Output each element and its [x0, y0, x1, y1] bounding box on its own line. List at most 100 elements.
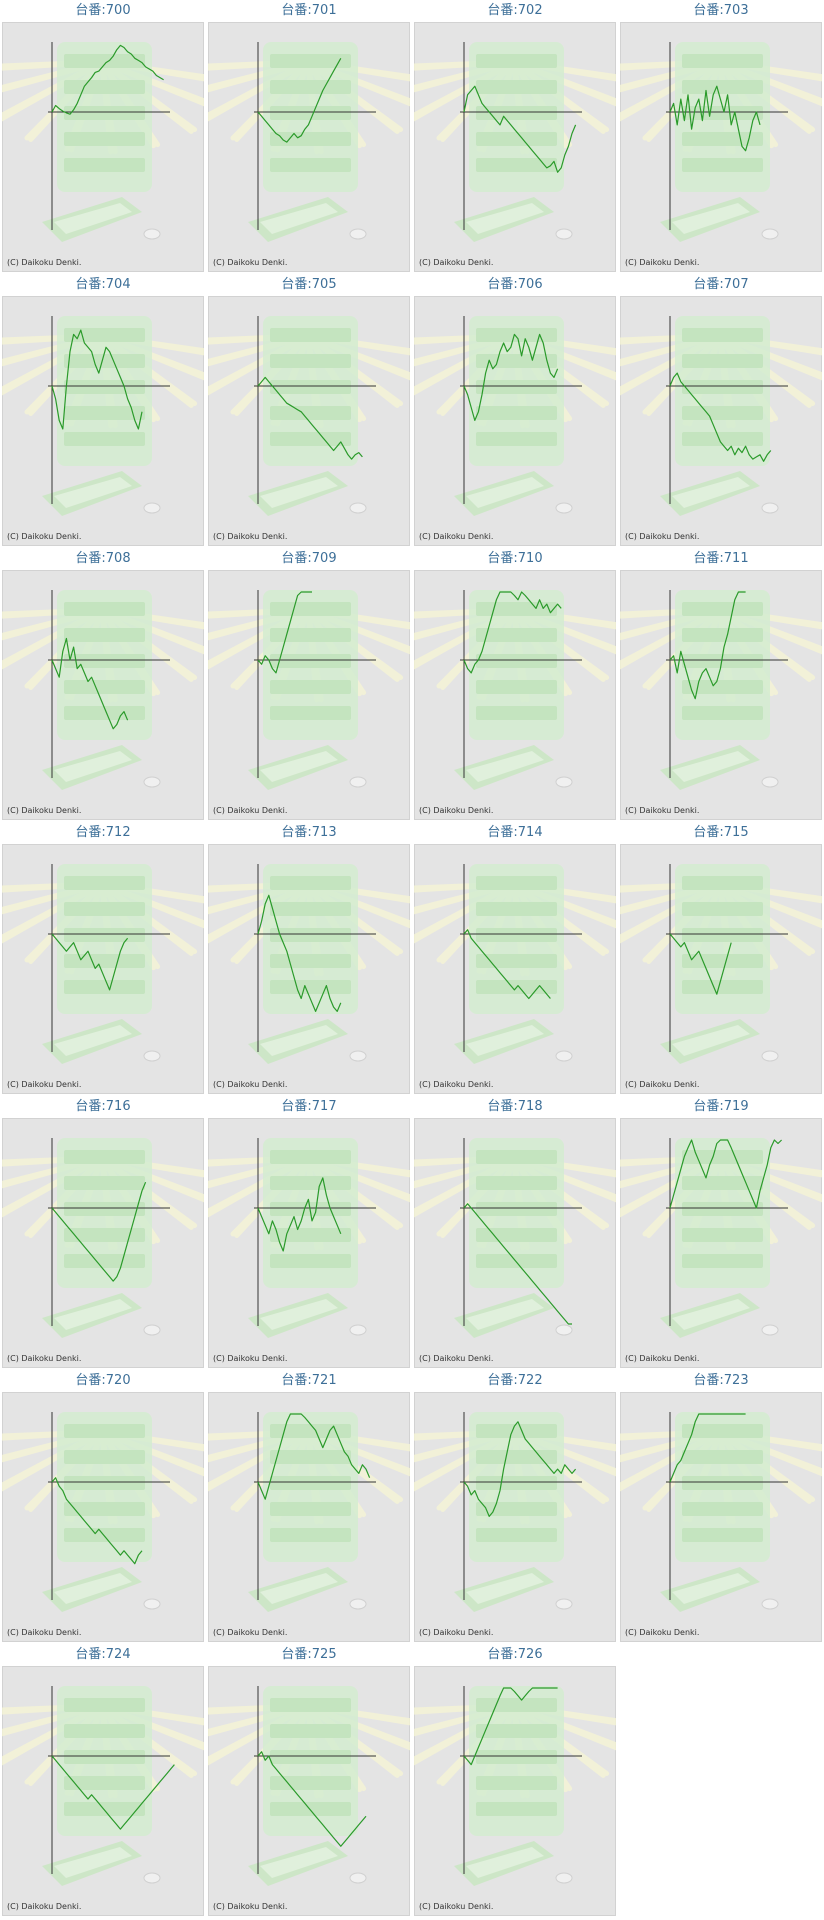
copyright-text: (C) Daikoku Denki. [7, 532, 81, 541]
machine-stripe [682, 380, 763, 394]
chart-title[interactable]: 台番:720 [75, 1373, 131, 1388]
copyright-text: (C) Daikoku Denki. [419, 258, 493, 267]
chart-svg: (C) Daikoku Denki. [208, 1118, 410, 1368]
machine-tray-inner [466, 1573, 544, 1604]
chart-card[interactable]: 台番:723 (C) Daikoku Denki. [620, 1370, 822, 1642]
chart-card[interactable]: 台番:702 (C) Daikoku Denki. [414, 0, 616, 272]
chart-card[interactable]: 台番:714 (C) Daikoku Denki. [414, 822, 616, 1094]
chart-title[interactable]: 台番:722 [487, 1373, 543, 1388]
chart-card[interactable]: 台番:705 (C) Daikoku Denki. [208, 274, 410, 546]
chart-title[interactable]: 台番:723 [693, 1373, 749, 1388]
machine-stripe [682, 132, 763, 146]
machine-stripe [270, 1150, 351, 1164]
chart-card[interactable]: 台番:715 (C) Daikoku Denki. [620, 822, 822, 1094]
chart-card[interactable]: 台番:722 (C) Daikoku Denki. [414, 1370, 616, 1642]
chart-title[interactable]: 台番:707 [693, 277, 749, 292]
chart-panel: (C) Daikoku Denki. [208, 296, 410, 546]
chart-title[interactable]: 台番:721 [281, 1373, 337, 1388]
decor-machine [42, 590, 161, 790]
chart-svg: (C) Daikoku Denki. [620, 1392, 822, 1642]
decor-machine [660, 1138, 779, 1338]
machine-stripe [476, 706, 557, 720]
chart-title[interactable]: 台番:716 [75, 1099, 131, 1114]
chart-card[interactable]: 台番:721 (C) Daikoku Denki. [208, 1370, 410, 1642]
chart-title[interactable]: 台番:713 [281, 825, 337, 840]
chart-title[interactable]: 台番:712 [75, 825, 131, 840]
chart-card[interactable]: 台番:713 (C) Daikoku Denki. [208, 822, 410, 1094]
chart-title[interactable]: 台番:701 [281, 3, 337, 18]
chart-card[interactable]: 台番:711 (C) Daikoku Denki. [620, 548, 822, 820]
chart-title[interactable]: 台番:724 [75, 1647, 131, 1662]
chart-card[interactable]: 台番:719 (C) Daikoku Denki. [620, 1096, 822, 1368]
chart-title[interactable]: 台番:704 [75, 277, 131, 292]
chart-card[interactable]: 台番:712 (C) Daikoku Denki. [2, 822, 204, 1094]
chart-svg: (C) Daikoku Denki. [414, 570, 616, 820]
machine-tray-inner [672, 1299, 750, 1330]
machine-stripe [476, 1750, 557, 1764]
chart-title[interactable]: 台番:705 [281, 277, 337, 292]
chart-card[interactable]: 台番:710 (C) Daikoku Denki. [414, 548, 616, 820]
chart-svg: (C) Daikoku Denki. [208, 22, 410, 272]
chart-title[interactable]: 台番:718 [487, 1099, 543, 1114]
series-line [669, 85, 761, 152]
machine-coin [349, 1324, 367, 1336]
machine-stripe [270, 628, 351, 642]
decor-machine [454, 42, 573, 242]
chart-title[interactable]: 台番:715 [693, 825, 749, 840]
chart-title[interactable]: 台番:711 [693, 551, 749, 566]
chart-card[interactable]: 台番:720 (C) Daikoku Denki. [2, 1370, 204, 1642]
chart-card[interactable]: 台番:707 (C) Daikoku Denki. [620, 274, 822, 546]
chart-svg: (C) Daikoku Denki. [208, 1392, 410, 1642]
chart-title[interactable]: 台番:702 [487, 3, 543, 18]
chart-card[interactable]: 台番:724 (C) Daikoku Denki. [2, 1644, 204, 1916]
machine-coin [143, 1050, 161, 1062]
chart-card[interactable]: 台番:716 (C) Daikoku Denki. [2, 1096, 204, 1368]
chart-title[interactable]: 台番:726 [487, 1647, 543, 1662]
chart-title[interactable]: 台番:708 [75, 551, 131, 566]
chart-card[interactable]: 台番:709 (C) Daikoku Denki. [208, 548, 410, 820]
machine-stripe [270, 1528, 351, 1542]
chart-card[interactable]: 台番:717 (C) Daikoku Denki. [208, 1096, 410, 1368]
chart-card[interactable]: 台番:700 (C) Daikoku Denki. [2, 0, 204, 272]
chart-title[interactable]: 台番:700 [75, 3, 131, 18]
machine-stripe [64, 106, 145, 120]
copyright-text: (C) Daikoku Denki. [7, 806, 81, 815]
chart-card[interactable]: 台番:703 (C) Daikoku Denki. [620, 0, 822, 272]
chart-title[interactable]: 台番:717 [281, 1099, 337, 1114]
machine-stripe [270, 1502, 351, 1516]
series-line [669, 1413, 746, 1483]
machine-stripe [64, 954, 145, 968]
chart-card[interactable]: 台番:726 (C) Daikoku Denki. [414, 1644, 616, 1916]
chart-card[interactable]: 台番:725 (C) Daikoku Denki. [208, 1644, 410, 1916]
chart-title[interactable]: 台番:703 [693, 3, 749, 18]
chart-title[interactable]: 台番:706 [487, 277, 543, 292]
chart-card[interactable]: 台番:708 (C) Daikoku Denki. [2, 548, 204, 820]
chart-title[interactable]: 台番:714 [487, 825, 543, 840]
machine-stripe [682, 80, 763, 94]
chart-panel: (C) Daikoku Denki. [620, 22, 822, 272]
chart-title[interactable]: 台番:725 [281, 1647, 337, 1662]
chart-title[interactable]: 台番:709 [281, 551, 337, 566]
chart-card[interactable]: 台番:706 (C) Daikoku Denki. [414, 274, 616, 546]
machine-stripe [270, 602, 351, 616]
machine-stripe [476, 1228, 557, 1242]
chart-card[interactable]: 台番:718 (C) Daikoku Denki. [414, 1096, 616, 1368]
machine-stripe [270, 328, 351, 342]
chart-title[interactable]: 台番:710 [487, 551, 543, 566]
machine-stripe [682, 1450, 763, 1464]
machine-coin [555, 228, 573, 240]
chart-card[interactable]: 台番:704 (C) Daikoku Denki. [2, 274, 204, 546]
machine-stripe [64, 328, 145, 342]
machine-stripe [682, 654, 763, 668]
chart-panel: (C) Daikoku Denki. [414, 22, 616, 272]
series-line [463, 85, 577, 173]
machine-coin [143, 776, 161, 788]
chart-title[interactable]: 台番:719 [693, 1099, 749, 1114]
chart-card[interactable]: 台番:701 (C) Daikoku Denki. [208, 0, 410, 272]
copyright-text: (C) Daikoku Denki. [625, 806, 699, 815]
machine-coin [349, 502, 367, 514]
copyright-text: (C) Daikoku Denki. [625, 258, 699, 267]
series-line [257, 1413, 371, 1500]
machine-coin [143, 228, 161, 240]
decor-machine [660, 864, 779, 1064]
